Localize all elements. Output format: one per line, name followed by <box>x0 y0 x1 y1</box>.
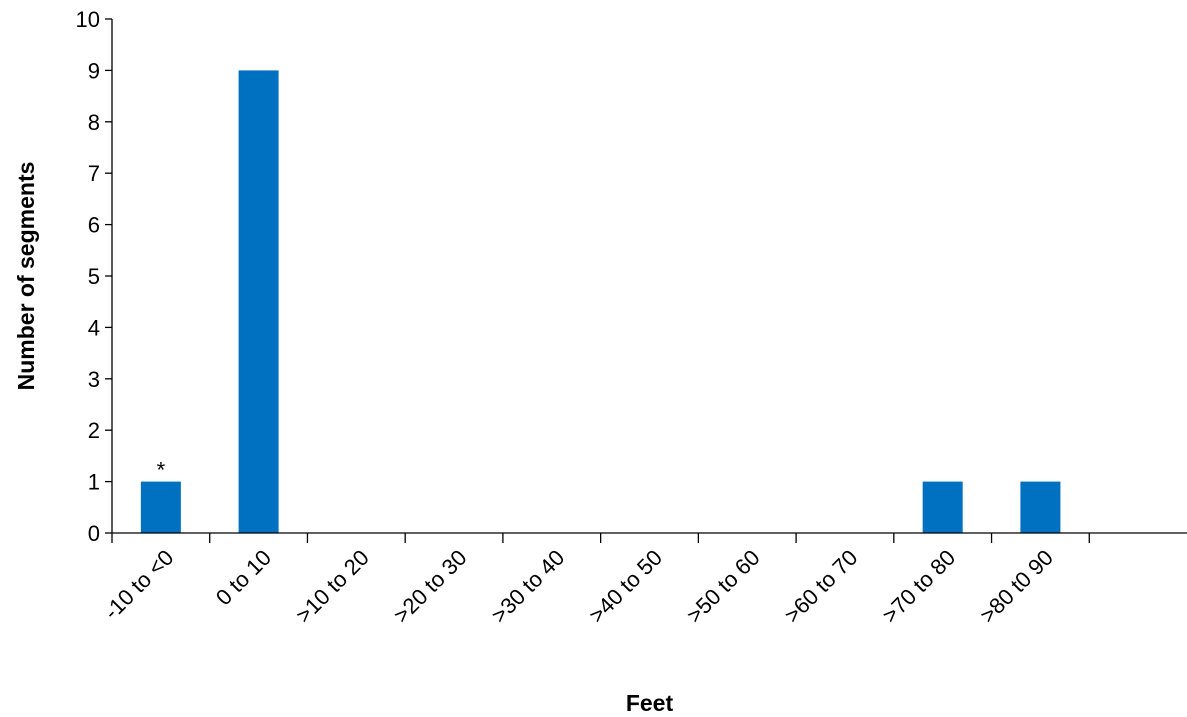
x-tick-label: 0 to 10 <box>211 545 276 610</box>
annotations-group: * <box>157 458 166 483</box>
x-tick-label: >80 t0 90 <box>975 545 1058 628</box>
y-tick-label: 3 <box>88 367 100 392</box>
x-tick-label: >50 to 60 <box>682 545 765 628</box>
x-tick-label: >10 to 20 <box>291 545 374 628</box>
y-tick-label: 8 <box>88 110 100 135</box>
y-axis: 0 1 2 3 4 5 6 7 8 9 10 <box>76 7 113 546</box>
y-tick-label: 1 <box>88 470 100 495</box>
x-axis: -10 to <0 0 to 10 >10 to 20 >20 to 30 >30 to… <box>99 532 1187 628</box>
x-tick-label: >20 to 30 <box>389 545 472 628</box>
y-tick-label: 9 <box>88 58 100 83</box>
y-tick-label: 10 <box>76 7 100 32</box>
bar-annotation: * <box>157 458 166 483</box>
bar-0 <box>140 481 181 533</box>
x-tick-label: >40 to 50 <box>584 545 667 628</box>
y-tick-label: 7 <box>88 161 100 186</box>
x-tick-label: >60 to 70 <box>779 545 862 628</box>
bar-8 <box>922 481 963 533</box>
y-tick-label: 0 <box>88 521 100 546</box>
x-tick-label: >30 to 40 <box>486 545 569 628</box>
x-axis-title: Feet <box>626 690 674 716</box>
y-tick-label: 5 <box>88 264 100 289</box>
y-tick-label: 2 <box>88 418 100 443</box>
y-tick-label: 6 <box>88 213 100 238</box>
bar-9 <box>1020 481 1061 533</box>
bars-group <box>140 70 1061 534</box>
y-tick-label: 4 <box>88 315 100 340</box>
x-tick-label: >70 to 80 <box>877 545 960 628</box>
y-axis-title: Number of segments <box>13 162 39 391</box>
x-tick-label: -10 to <0 <box>99 545 179 625</box>
bar-1 <box>238 70 279 534</box>
